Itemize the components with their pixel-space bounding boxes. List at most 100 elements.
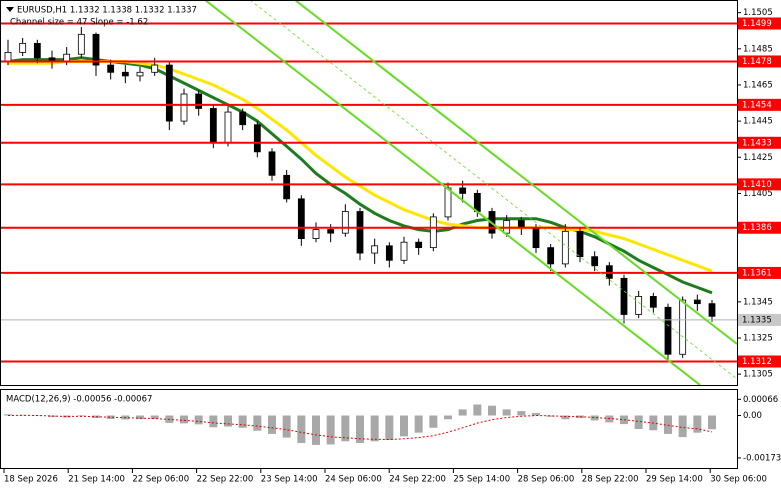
y-tick-label: 1.1325 bbox=[743, 334, 773, 344]
macd-bar bbox=[385, 415, 394, 441]
candle-body bbox=[327, 229, 335, 234]
candle-body bbox=[341, 211, 349, 234]
y-tick-label: 0.00066 bbox=[743, 395, 778, 405]
candle-body bbox=[165, 64, 173, 122]
macd-bar bbox=[576, 415, 584, 418]
candle-body bbox=[180, 93, 188, 122]
candle-body bbox=[63, 53, 71, 62]
x-tick-label: 21 Sep 14:00 bbox=[68, 475, 125, 485]
x-tick-label: 29 Sep 14:00 bbox=[646, 475, 703, 485]
level-label-bg bbox=[738, 266, 781, 279]
x-tick-label: 18 Sep 2026 bbox=[4, 475, 58, 485]
macd-bar bbox=[312, 415, 320, 445]
level-label: 1.1361 bbox=[742, 268, 772, 278]
candle-body bbox=[385, 245, 393, 261]
candle-body bbox=[107, 64, 115, 73]
y-tick-label: 1.1405 bbox=[743, 189, 773, 199]
candle-body bbox=[591, 256, 599, 267]
candle-body bbox=[429, 216, 437, 249]
candle-body bbox=[708, 303, 716, 317]
candle-body bbox=[283, 174, 291, 200]
macd-bar bbox=[268, 415, 276, 434]
x-tick-label: 22 Sep 22:00 bbox=[197, 475, 254, 485]
candle-body bbox=[297, 198, 305, 239]
y-tick-label: -0.00173 bbox=[743, 453, 781, 463]
candle-body bbox=[253, 124, 261, 153]
macd-bar bbox=[664, 415, 672, 434]
macd-bar bbox=[224, 415, 232, 427]
macd-bar bbox=[150, 415, 159, 419]
macd-bar bbox=[620, 415, 628, 425]
menu-icon[interactable] bbox=[6, 7, 14, 12]
y-tick-label: 1.1445 bbox=[743, 117, 773, 127]
macd-bar bbox=[62, 415, 71, 418]
macd-bar bbox=[253, 415, 262, 431]
y-tick-label: 0.00 bbox=[743, 411, 762, 421]
candle-body bbox=[693, 299, 701, 305]
candle-body bbox=[532, 227, 540, 249]
candle-body bbox=[151, 64, 159, 73]
candle-body bbox=[33, 42, 41, 59]
candle-body bbox=[561, 230, 569, 265]
candle-body bbox=[312, 229, 320, 239]
y-tick-label: 1.1485 bbox=[743, 44, 773, 54]
candle-body bbox=[473, 193, 481, 212]
macd-bar bbox=[546, 415, 555, 417]
macd-bar bbox=[18, 414, 27, 416]
x-tick-label: 23 Sep 14:00 bbox=[261, 475, 318, 485]
macd-bar bbox=[590, 415, 599, 421]
candle-body bbox=[664, 306, 672, 355]
y-tick-label: 1.1305 bbox=[743, 370, 773, 380]
channel-middle bbox=[249, 0, 738, 380]
macd-bar bbox=[678, 415, 687, 438]
macd-bar bbox=[180, 415, 188, 424]
macd-bar bbox=[194, 415, 203, 425]
candle-body bbox=[415, 241, 423, 249]
channel-upper bbox=[294, 0, 738, 345]
macd-bar bbox=[297, 415, 306, 443]
x-tick-label: 24 Sep 22:00 bbox=[389, 475, 446, 485]
channel-lower bbox=[204, 0, 701, 386]
level-label: 1.1478 bbox=[742, 57, 772, 67]
level-label-bg bbox=[738, 98, 781, 111]
macd-title: MACD(12,26,9) -0.00056 -0.00067 bbox=[6, 395, 152, 405]
macd-bar bbox=[77, 415, 86, 416]
moving-average bbox=[7, 56, 713, 295]
level-label: 1.1386 bbox=[742, 223, 772, 233]
candle-body bbox=[371, 245, 379, 254]
level-label: 1.1433 bbox=[742, 138, 772, 148]
candle-body bbox=[209, 108, 217, 144]
candle-body bbox=[19, 42, 27, 53]
y-tick-label: 1.1345 bbox=[743, 297, 773, 307]
y-tick-label: 1.1425 bbox=[743, 153, 773, 163]
level-label: 1.1312 bbox=[742, 357, 772, 367]
x-tick-label: 25 Sep 14:00 bbox=[453, 475, 510, 485]
macd-bar bbox=[414, 415, 423, 433]
macd-bar bbox=[517, 411, 526, 416]
level-label-bg bbox=[738, 55, 781, 68]
candle-body bbox=[195, 93, 203, 109]
macd-bar bbox=[106, 415, 115, 419]
macd-bar bbox=[473, 404, 482, 416]
candle-body bbox=[400, 241, 408, 261]
level-label-bg bbox=[738, 17, 781, 30]
candle-body bbox=[517, 220, 525, 229]
macd-bar bbox=[561, 415, 570, 420]
level-label-bg bbox=[738, 178, 781, 191]
macd-bar bbox=[429, 415, 438, 428]
macd-bar bbox=[693, 415, 702, 433]
y-tick-label: 1.1505 bbox=[743, 8, 773, 18]
candle-body bbox=[224, 111, 232, 144]
candle-body bbox=[356, 211, 364, 254]
macd-bar bbox=[4, 414, 12, 416]
macd-bar bbox=[634, 415, 643, 429]
level-label-bg bbox=[738, 221, 781, 234]
macd-bar bbox=[209, 415, 218, 428]
macd-bar bbox=[341, 415, 350, 442]
candle-body bbox=[679, 299, 687, 355]
candle-body bbox=[547, 247, 555, 265]
x-tick-label: 22 Sep 06:00 bbox=[132, 475, 189, 485]
signal-line bbox=[7, 414, 713, 441]
